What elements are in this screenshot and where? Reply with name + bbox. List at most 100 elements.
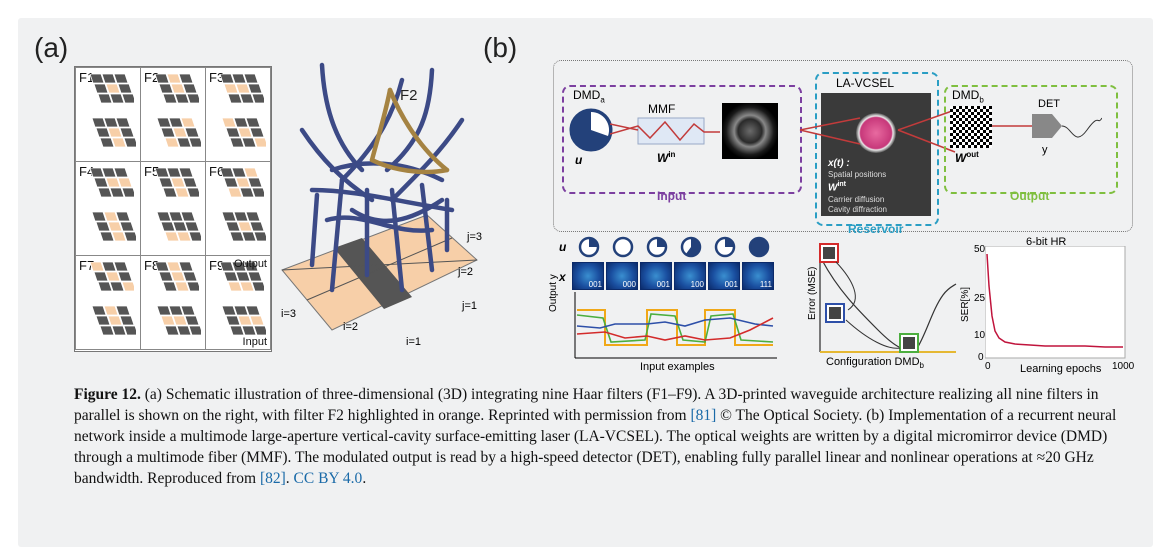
orange-waveguides-f2 xyxy=(369,87,450,175)
w-out-label: Wout xyxy=(955,150,979,165)
haar-filter-tile: F9 Output Input xyxy=(205,255,271,350)
haar-filter-tile: F6 xyxy=(205,161,271,256)
state-code-label: 001 xyxy=(588,280,602,289)
haar-filter-tile: F8 xyxy=(140,255,206,350)
filter-mask-grid xyxy=(155,168,199,198)
f2-label: F2 xyxy=(400,87,418,104)
i1-label: i=1 xyxy=(406,336,421,348)
panel-b-label: (b) xyxy=(483,32,518,63)
filter-mask-grid xyxy=(90,262,134,292)
u-symbol-icon xyxy=(748,236,770,258)
u-label: u xyxy=(575,153,583,167)
lavcsel-aperture xyxy=(856,113,896,153)
filter-mask-grid xyxy=(222,118,266,148)
caption-text-4: . xyxy=(362,470,367,487)
output-label: Output xyxy=(233,258,267,270)
lavcsel-label: LA-VCSEL xyxy=(836,76,895,90)
x-t-label: x(t) : xyxy=(828,158,850,169)
filter-mask-grid xyxy=(157,212,201,242)
beam-lines xyxy=(799,109,956,153)
input-box-label: Input xyxy=(657,189,687,203)
w-int-label: Wint xyxy=(828,181,847,194)
detector-icon xyxy=(992,114,1102,138)
input-label: Input xyxy=(242,336,267,348)
haar-filter-tile: F5 xyxy=(140,161,206,256)
waveguide-3d-structure: F2 xyxy=(281,62,478,331)
haar-filter-tile: F4 xyxy=(75,161,141,256)
det-label: DET xyxy=(1038,98,1060,110)
trace-blue xyxy=(576,317,774,329)
speckle-image xyxy=(722,103,778,159)
dmda-label: DMDa xyxy=(573,88,605,105)
ser-plot xyxy=(985,246,1126,359)
filter-mask-grid xyxy=(157,306,201,336)
caption-text-1: (a) Schematic illustration of three-dime… xyxy=(74,386,1099,424)
mmf-label: MMF xyxy=(648,102,676,116)
state-code-label: 001 xyxy=(656,280,670,289)
ref-81-link[interactable]: [81] xyxy=(690,407,717,424)
reservoir-state-thumbnail: 111 xyxy=(742,262,774,290)
u-symbol-icon xyxy=(680,236,702,258)
haar-filter-tile: F2 xyxy=(140,67,206,162)
ref-82-link[interactable]: [82] xyxy=(259,470,286,487)
input-examples-label: Input examples xyxy=(640,361,715,373)
filter-mask-grid xyxy=(92,306,136,336)
filter-mask-grid xyxy=(222,306,266,336)
dmdb-pattern xyxy=(950,106,992,148)
ser-ytick-10: 10 xyxy=(974,330,986,341)
figure-number: Figure 12. xyxy=(74,386,141,403)
mmf-fiber xyxy=(610,117,720,145)
u-symbol-icon xyxy=(714,236,736,258)
state-code-label: 000 xyxy=(622,280,636,289)
ser-xtick-0: 0 xyxy=(985,361,991,372)
haar-filter-tile: F7 xyxy=(75,255,141,350)
trace-red xyxy=(576,317,774,341)
ser-ytick-50: 50 xyxy=(974,244,986,255)
caption-text-3: . xyxy=(285,470,294,487)
blue-waveguides xyxy=(299,62,465,293)
reservoir-state-thumbnail: 001 xyxy=(708,262,740,290)
system-outline xyxy=(553,60,1133,232)
ser-ytick-0: 0 xyxy=(978,352,984,363)
carrier-label: Carrier diffusion xyxy=(828,195,885,204)
filter-mask-grid xyxy=(92,118,136,148)
reservoir-box xyxy=(815,72,939,226)
error-landscape-plot xyxy=(819,243,957,353)
floor-dark-strip xyxy=(334,238,412,309)
filter-mask-grid xyxy=(157,118,201,148)
figure-caption: Figure 12. (a) Schematic illustration of… xyxy=(74,384,1134,489)
u-symbol-icon xyxy=(646,236,668,258)
reservoir-state-thumbnail: 001 xyxy=(640,262,672,290)
haar-filter-tile: F1 xyxy=(75,67,141,162)
ser-plot-area xyxy=(985,246,1126,359)
i3-label: i=3 xyxy=(281,308,296,320)
filter-mask-grid xyxy=(222,212,266,242)
u-symbol-icon xyxy=(612,236,634,258)
output-y-label: Output y xyxy=(548,274,559,312)
trace-orange xyxy=(577,309,773,346)
state-code-label: 111 xyxy=(759,280,772,289)
ser-curve xyxy=(986,253,1123,348)
reservoir-state-thumbnail: 001 xyxy=(572,262,604,290)
grid-line xyxy=(281,259,478,271)
u-row-label: u xyxy=(559,240,567,254)
x-row-label: x xyxy=(559,270,566,284)
state-code-label: 001 xyxy=(724,280,738,289)
filter-mask-grid xyxy=(92,212,136,242)
filter-mask-grid xyxy=(220,74,264,104)
filter-mask-grid xyxy=(220,262,264,292)
license-link[interactable]: CC BY 4.0 xyxy=(293,470,363,487)
ser-ylabel: SER[%] xyxy=(960,286,971,322)
arrow xyxy=(835,261,856,311)
filter-mask-grid xyxy=(155,74,199,104)
reservoir-state-thumbnail: 100 xyxy=(674,262,706,290)
input-box xyxy=(562,85,802,194)
ser-xtick-1000: 1000 xyxy=(1112,361,1135,372)
state-code-label: 100 xyxy=(690,280,704,289)
i2-label: i=2 xyxy=(343,321,358,333)
filter-mask-grid xyxy=(90,168,134,198)
j1-label: j=1 xyxy=(462,300,477,312)
ser-xlabel: Learning epochs xyxy=(1020,363,1102,375)
caption-text-2: © The Optical Society. (b) Implementatio… xyxy=(74,407,1117,487)
spatial-label: Spatial positions xyxy=(828,170,887,179)
